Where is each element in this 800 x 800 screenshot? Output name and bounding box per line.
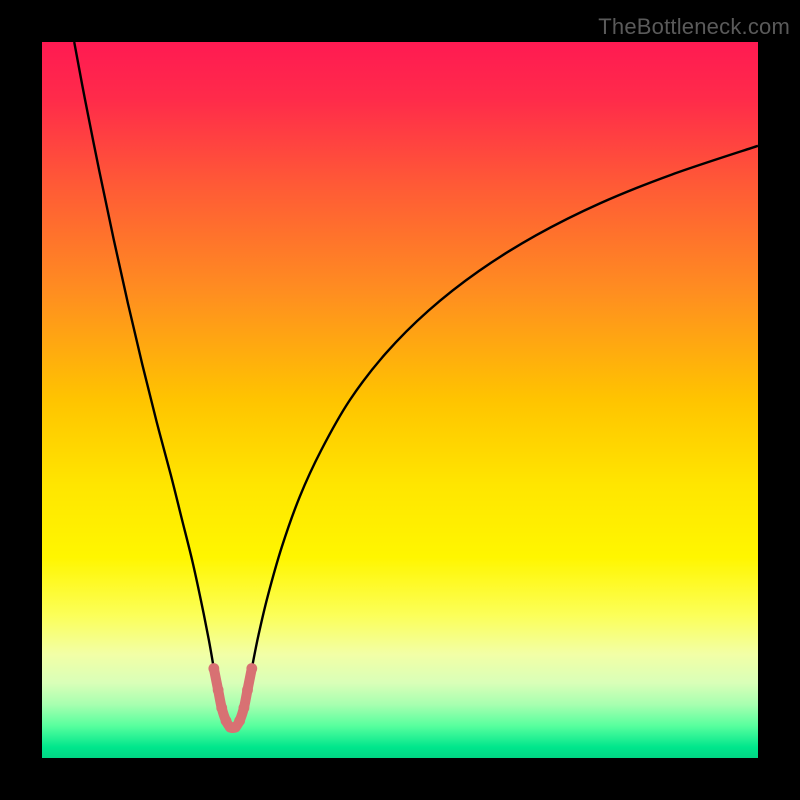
pink-u-curve: [214, 669, 252, 729]
watermark-text: TheBottleneck.com: [598, 14, 790, 40]
pink-dot: [234, 715, 245, 726]
pink-dot: [242, 685, 253, 696]
pink-dot: [216, 702, 227, 713]
pink-dot: [213, 685, 224, 696]
chart-container: TheBottleneck.com: [0, 0, 800, 800]
pink-dot: [239, 702, 250, 713]
pink-dot: [208, 663, 219, 674]
plot-area: [42, 42, 758, 758]
pink-dot: [246, 663, 257, 674]
left-curve: [74, 42, 214, 669]
curve-overlay: [42, 42, 758, 758]
right-curve: [252, 146, 758, 669]
